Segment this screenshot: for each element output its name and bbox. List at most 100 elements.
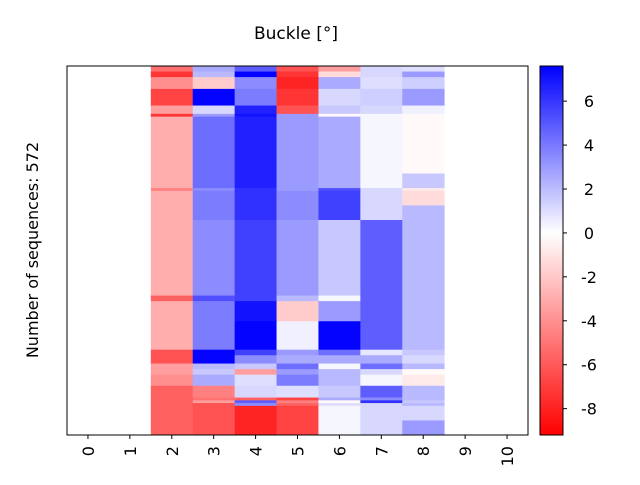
heatmap-cell	[150, 77, 194, 90]
heatmap-cell	[192, 113, 236, 118]
x-tick-label: 8	[414, 446, 433, 456]
heatmap-cell	[360, 190, 403, 206]
heatmap-cell	[360, 105, 403, 115]
heatmap-cell	[318, 397, 361, 401]
heatmap-cell	[276, 349, 319, 356]
heatmap-cell	[360, 219, 403, 296]
heatmap-cell	[234, 400, 277, 404]
heatmap-cell	[318, 321, 361, 351]
heatmap-cell	[402, 71, 445, 78]
heatmap-cell	[402, 77, 445, 90]
heatmap-cell	[318, 400, 361, 404]
heatmap-cell	[318, 77, 361, 90]
x-tick-label: 1	[121, 446, 140, 456]
heatmap-cell	[360, 88, 403, 106]
heatmap-cell	[192, 355, 236, 364]
heatmap-cell	[360, 77, 403, 90]
x-axis-ticks: 0 1 2 3 4 5 6 7 8 9 10	[79, 435, 517, 466]
colorbar-tick-label: 6	[584, 92, 594, 111]
heatmap-cell	[150, 385, 194, 398]
heatmap-cell	[276, 397, 319, 401]
heatmap-cell	[318, 301, 361, 322]
heatmap-cell	[402, 105, 445, 115]
heatmap-cell	[360, 369, 403, 376]
heatmap-cell	[360, 113, 403, 118]
heatmap-cell	[192, 420, 236, 436]
heatmap-cell	[276, 66, 319, 72]
heatmap-cell	[402, 173, 445, 189]
heatmap-cell	[150, 405, 194, 421]
heatmap-cell	[192, 349, 236, 356]
heatmap-cell	[318, 188, 361, 192]
heatmap-cell	[150, 363, 194, 370]
heatmap-cell	[192, 188, 236, 192]
heatmap-cell	[318, 88, 361, 106]
heatmap-cell	[276, 105, 319, 115]
heatmap-cell	[150, 71, 194, 78]
heatmap-cell	[318, 385, 361, 398]
heatmap-cell	[318, 420, 361, 436]
x-tick-label: 6	[330, 446, 349, 456]
heatmap-cell	[402, 349, 445, 356]
heatmap-cell	[150, 116, 194, 174]
heatmap-cell	[402, 295, 445, 302]
x-tick-label: 5	[289, 446, 308, 456]
heatmap-cell	[360, 66, 403, 72]
heatmap-cell	[318, 369, 361, 376]
colorbar-tick-label: -8	[581, 400, 597, 419]
heatmap-cell	[192, 105, 236, 115]
heatmap-cell	[192, 77, 236, 90]
heatmap-cell	[402, 116, 445, 174]
heatmap-cell	[192, 397, 236, 401]
heatmap-cell	[192, 403, 236, 407]
heatmap-cell	[318, 116, 361, 174]
heatmap-cell	[318, 295, 361, 302]
heatmap-cell	[192, 400, 236, 404]
heatmap-cell	[360, 173, 403, 189]
heatmap-cell	[318, 219, 361, 296]
heatmap-cell	[318, 66, 361, 72]
heatmap-cell	[318, 363, 361, 370]
heatmap-cell	[318, 105, 361, 115]
heatmap-cell	[318, 190, 361, 206]
y-axis-label: Number of sequences: 572	[23, 142, 42, 358]
heatmap-cell	[276, 403, 319, 407]
heatmap-cell	[150, 66, 194, 72]
heatmap-cell	[360, 403, 403, 407]
heatmap-cell	[192, 369, 236, 376]
heatmap-cell	[402, 113, 445, 118]
heatmap-cell	[360, 355, 403, 364]
heatmap-cell	[150, 205, 194, 221]
heatmap-cell	[360, 301, 403, 322]
heatmap-cell	[234, 88, 277, 106]
heatmap-cell	[150, 321, 194, 351]
heatmap-cell	[402, 321, 445, 351]
heatmap-cell	[402, 188, 445, 192]
heatmap-cell	[150, 374, 194, 387]
heatmap-cell	[234, 71, 277, 78]
heatmap-cell	[192, 71, 236, 78]
heatmap-cell	[234, 188, 277, 192]
heatmap-cell	[276, 190, 319, 206]
colorbar-tick-label: -6	[581, 356, 597, 375]
heatmap-cell	[402, 385, 445, 398]
heatmap-cell	[402, 190, 445, 206]
heatmap-cell	[150, 420, 194, 436]
heatmap-cell	[234, 374, 277, 387]
heatmap-cell	[234, 66, 277, 72]
heatmap-cell	[276, 219, 319, 296]
heatmap-cell	[276, 116, 319, 174]
heatmap-cell	[402, 420, 445, 436]
heatmap-cell	[276, 420, 319, 436]
heatmap-cell	[318, 374, 361, 387]
heatmap-cell	[402, 219, 445, 296]
heatmap-cell	[234, 403, 277, 407]
heatmap-cell	[276, 188, 319, 192]
colorbar-tick-label: 4	[584, 136, 594, 155]
heatmap-cell	[318, 71, 361, 78]
heatmap-cell	[150, 105, 194, 115]
heatmap-cell	[360, 420, 403, 436]
heatmap-cell	[276, 88, 319, 106]
heatmap-cell	[276, 205, 319, 221]
heatmap-cell	[318, 205, 361, 221]
